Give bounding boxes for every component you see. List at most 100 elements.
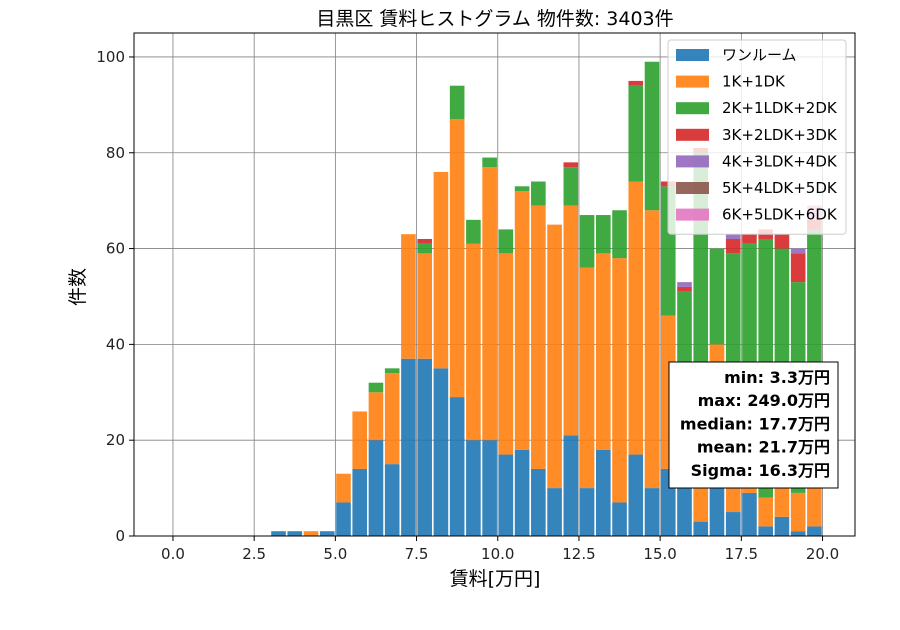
legend-label: 5K+4LDK+5DK (722, 179, 838, 197)
bar-segment (449, 397, 465, 536)
x-tick-label: 10.0 (481, 545, 514, 563)
stats-line: median: 17.7万円 (680, 414, 830, 433)
legend-swatch (676, 49, 709, 61)
bar-segment (563, 162, 579, 168)
legend-box (667, 39, 847, 235)
bar-segment (677, 282, 692, 287)
bar-segment (466, 440, 481, 536)
bar-segment (790, 248, 806, 254)
bar-segment (498, 229, 514, 254)
bar-segment (547, 488, 562, 536)
legend-item: 3K+2LDK+3DK (676, 126, 838, 144)
bar-segment (807, 478, 822, 527)
y-tick-label: 40 (106, 335, 125, 353)
legend-swatch (676, 102, 709, 115)
y-tick-label: 100 (96, 48, 125, 66)
bar-segment (628, 181, 644, 455)
bar-segment (579, 267, 595, 489)
bar-segment (628, 85, 644, 182)
bar-segment (677, 286, 692, 292)
stats-line: Sigma: 16.3万円 (691, 461, 830, 480)
x-axis-title: 賃料[万円] (450, 568, 541, 590)
bar-segment (514, 449, 530, 536)
legend-label: 4K+3LDK+4DK (722, 152, 838, 170)
bar-segment (384, 368, 400, 374)
bar-segment (644, 488, 660, 536)
stats-line: min: 3.3万円 (724, 368, 830, 387)
x-tick-label: 0.0 (161, 545, 185, 563)
x-tick-label: 12.5 (562, 545, 595, 563)
bar-segment (384, 373, 400, 465)
stats-line: mean: 21.7万円 (697, 438, 830, 457)
legend-swatch (676, 182, 709, 194)
legend-item: 5K+4LDK+5DK (676, 179, 838, 197)
x-tick-label: 2.5 (242, 545, 266, 563)
bar-segment (417, 238, 432, 244)
x-tick-label: 15.0 (643, 545, 676, 563)
bar-segment (612, 502, 627, 536)
bar-segment (628, 80, 644, 86)
y-axis-title: 件数 (67, 268, 89, 306)
bar-segment (677, 488, 692, 536)
bar-segment (319, 531, 335, 536)
legend-swatch (676, 208, 709, 221)
bar-segment (612, 258, 627, 503)
y-tick-label: 60 (106, 240, 125, 258)
bar-segment (449, 85, 465, 120)
legend-swatch (676, 128, 709, 141)
bar-segment (466, 219, 481, 244)
legend: ワンルーム 1K+1DK 2K+1LDK+2DK 3K+2LDK+3DK 4K+3LDK… (667, 39, 847, 235)
stats-line: max: 249.0万円 (698, 391, 830, 410)
y-tick-label: 0 (115, 527, 125, 545)
bar-segment (482, 157, 497, 168)
bar-segment (433, 368, 449, 536)
bar-segment (693, 521, 709, 536)
bar-segment (417, 358, 432, 536)
bar-segment (758, 497, 773, 527)
bar-segment (774, 516, 790, 536)
bar-segment (563, 205, 579, 436)
stats-box-frame (668, 361, 839, 489)
bar-segment (401, 234, 416, 359)
bar-segment (433, 171, 449, 369)
x-axis-ticks: 0.0 2.5 5.0 7.5 10.0 12.5 15.0 17.5 20.0 (161, 536, 839, 563)
bar-segment (612, 210, 627, 259)
legend-item: 2K+1LDK+2DK (676, 99, 838, 117)
bar-segment (742, 234, 757, 244)
bar-segment (449, 119, 465, 398)
bar-segment (774, 234, 790, 249)
bar-segment (644, 210, 660, 489)
bar-segment (790, 253, 806, 283)
bar-segment (401, 358, 416, 536)
bar-segment (514, 186, 530, 192)
y-tick-label: 80 (106, 144, 125, 162)
bar-segment (384, 464, 400, 536)
bar-segment (287, 531, 303, 536)
y-tick-label: 20 (106, 431, 125, 449)
bar-segment (807, 526, 822, 536)
bar-segment (579, 488, 595, 536)
bar-segment (336, 473, 351, 503)
legend-label: 2K+1LDK+2DK (722, 99, 838, 117)
legend-swatch (676, 155, 709, 168)
bar-segment (709, 248, 725, 345)
y-axis-ticks: 0 20 40 60 80 100 (96, 48, 134, 545)
bar-segment (790, 492, 806, 532)
legend-label: 3K+2LDK+3DK (722, 126, 838, 144)
stats-box: min: 3.3万円 max: 249.0万円 median: 17.7万円 mean… (668, 361, 839, 489)
x-tick-label: 5.0 (323, 545, 347, 563)
bar-segment (336, 502, 351, 536)
bar-segment (531, 181, 546, 206)
bar-segment (531, 205, 546, 469)
legend-label: ワンルーム (722, 46, 797, 64)
bar-segment (563, 167, 579, 206)
bar-segment (271, 531, 286, 536)
bar-segment (498, 253, 514, 455)
bar-segment (368, 382, 384, 393)
bar-segment (595, 253, 611, 450)
bar-segment (514, 191, 530, 450)
bar-segment (644, 61, 660, 211)
legend-item: 1K+1DK (676, 73, 786, 91)
bar-segment (742, 492, 757, 536)
